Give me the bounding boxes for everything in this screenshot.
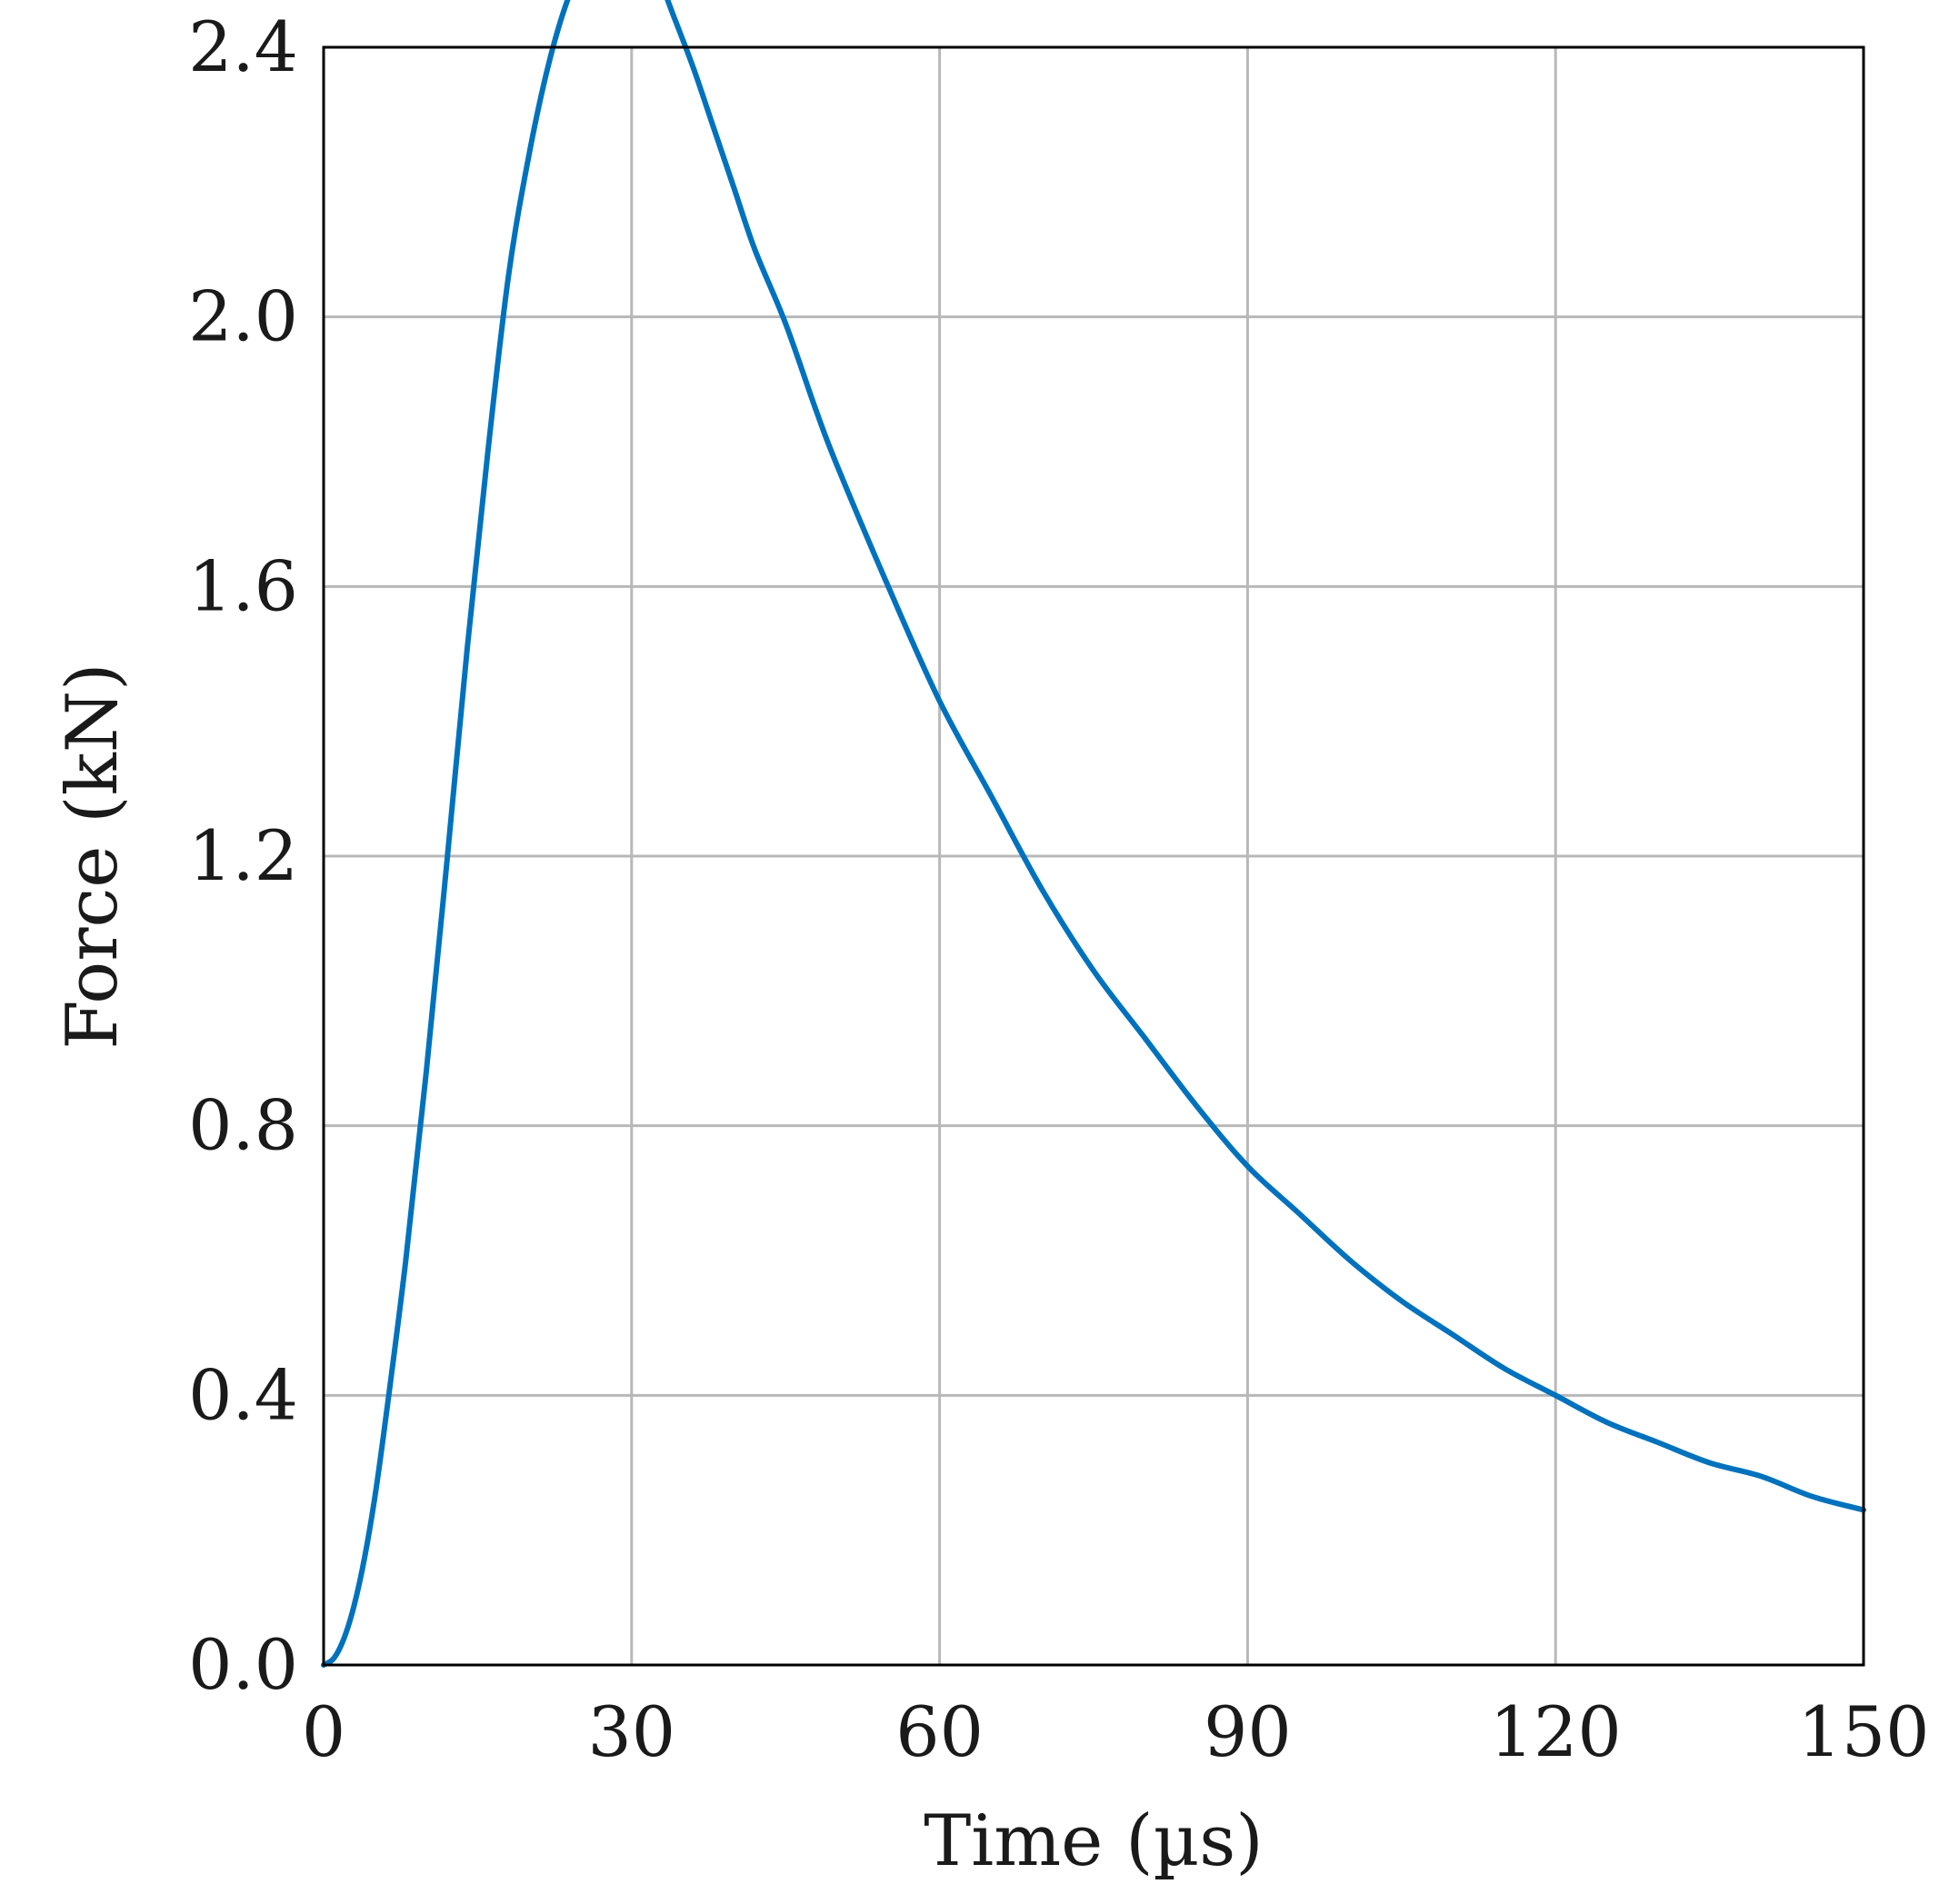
y-tick-label: 2.0: [188, 276, 298, 357]
y-tick-label: 0.0: [188, 1624, 298, 1705]
y-tick-label: 2.4: [188, 6, 298, 87]
x-tick-label: 120: [1490, 1691, 1622, 1772]
series-line-force: [321, 0, 1866, 1668]
x-axis-label: Time (µs): [924, 1800, 1263, 1882]
x-tick-label: 30: [587, 1691, 675, 1772]
x-tick-label: 0: [302, 1691, 345, 1772]
x-tick-label: 90: [1204, 1691, 1292, 1772]
grid: [324, 47, 1864, 1665]
x-axis-ticks: 0 30 60 90 120 150: [302, 1691, 1930, 1772]
x-tick-label: 150: [1797, 1691, 1929, 1772]
y-tick-label: 1.6: [188, 545, 298, 626]
y-axis-label: Force (kN): [52, 663, 134, 1049]
y-tick-label: 0.8: [188, 1085, 298, 1166]
x-tick-label: 60: [895, 1691, 984, 1772]
plot-frame: [322, 45, 1865, 1667]
y-axis-ticks: 0.0 0.4 0.8 1.2 1.6 2.0 2.4: [188, 6, 298, 1705]
y-tick-label: 0.4: [188, 1354, 298, 1435]
y-tick-label: 1.2: [188, 815, 298, 896]
